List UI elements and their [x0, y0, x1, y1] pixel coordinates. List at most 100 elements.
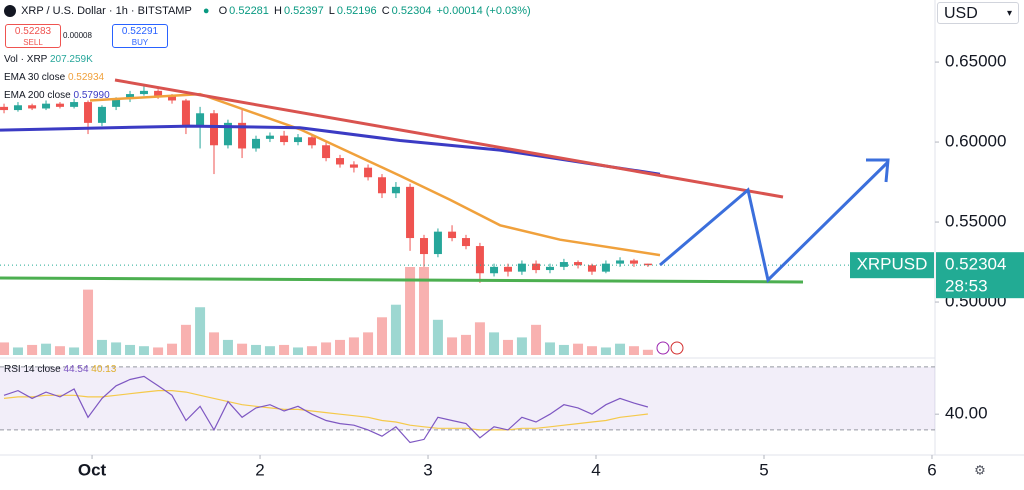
candle-body: [280, 135, 289, 143]
candle-body: [461, 238, 470, 247]
volume-bar: [447, 337, 458, 355]
legend-value: 0.52934: [67, 72, 105, 83]
volume-bar: [69, 347, 80, 355]
candle-body: [433, 231, 442, 255]
volume-bar: [279, 344, 290, 355]
volume-bar: [111, 342, 122, 355]
candle-body: [154, 90, 163, 96]
volume-bar: [376, 317, 387, 355]
rsi-line: [3, 375, 649, 444]
x-tick-label: 5: [759, 460, 768, 479]
volume-bar: [251, 344, 262, 355]
candle-body: [252, 138, 261, 149]
legend-value: 40.13: [91, 364, 117, 375]
candle-body: [42, 103, 51, 109]
dropdown-arrow: ▾: [1006, 8, 1012, 19]
volume-bar: [628, 346, 639, 355]
volume-bar: [390, 304, 401, 355]
candle-body: [377, 177, 386, 194]
volume-bar: [489, 332, 500, 355]
volume-bar: [237, 343, 248, 355]
candle-body: [28, 105, 37, 109]
candle-body: [419, 238, 428, 255]
rsi-legend: RSI 14 close 44.54 40.13: [4, 364, 116, 375]
candle-body: [210, 113, 219, 146]
sell-button[interactable]: 0.52283 SELL: [5, 24, 61, 48]
candle-body: [181, 100, 190, 127]
legend-name: EMA 200 close: [4, 90, 71, 101]
volume-bar: [264, 346, 275, 355]
rsi-tick-label: 40.00: [945, 404, 988, 423]
candle-body: [307, 137, 316, 146]
y-tick-label: 0.60000: [945, 132, 1006, 151]
buy-price: 0.52291: [121, 26, 159, 37]
volume-bar: [41, 343, 52, 355]
spread: 0.00008: [63, 31, 92, 40]
candle-body: [532, 263, 541, 271]
candle-body: [84, 102, 93, 123]
volume-bar: [573, 343, 584, 355]
legend-value: 44.54: [63, 364, 89, 375]
volume-bar: [544, 342, 555, 355]
y-tick-label: 0.65000: [945, 52, 1006, 71]
candle-body: [349, 164, 358, 168]
drawings: [0, 78, 890, 355]
rsi-ma-line: [3, 390, 648, 431]
x-tick-label: 4: [591, 460, 600, 479]
rsi-band: [0, 366, 935, 430]
symbol-icon: [4, 5, 16, 18]
x-tick-label: 2: [255, 460, 264, 479]
legend-name: RSI 14 close: [4, 364, 61, 375]
ohlc-label: H: [273, 5, 282, 17]
volume-bar: [335, 339, 345, 355]
symbol-line: XRP / U.S. Dollar · 1h · BITSTAMP ● O 0.5…: [4, 5, 533, 18]
volume-bar: [405, 267, 416, 355]
volume-bar: [96, 339, 107, 355]
candle-body: [223, 122, 232, 146]
volume-bar: [642, 349, 653, 355]
y-tick-label: 0.55000: [945, 212, 1006, 231]
volume-bar: [209, 332, 220, 355]
ema-line: [89, 92, 661, 257]
candle-body: [139, 90, 148, 95]
candle-body: [97, 106, 106, 123]
candle-body: [168, 95, 177, 101]
volume-bar: [125, 344, 136, 355]
projection-arrowhead: [866, 158, 890, 183]
ohlc-label: L: [328, 5, 335, 17]
ohlc-value: 0.52397: [283, 5, 324, 17]
candle-body: [490, 266, 499, 274]
volume-bar: [531, 324, 542, 355]
candle-body: [336, 158, 344, 165]
candle-body: [503, 266, 512, 272]
volume-bar: [348, 337, 359, 355]
legend-name: EMA 30 close: [4, 72, 66, 83]
candle-body: [601, 263, 610, 272]
volume-bar: [558, 344, 569, 355]
candle-body: [13, 105, 22, 111]
symbol-tag: [850, 252, 934, 279]
candle-body: [448, 231, 457, 239]
candle-body: [265, 135, 274, 139]
buy-button[interactable]: 0.52291 BUY: [112, 24, 168, 48]
candle-body: [629, 260, 638, 264]
volume-bar: [293, 347, 304, 355]
symbol: XRP / U.S. Dollar · 1h · BITSTAMP: [21, 5, 192, 17]
volume-bar: [502, 339, 513, 355]
candle-body: [587, 265, 596, 272]
volume-bar: [460, 334, 471, 355]
x-tick-label: Oct: [78, 460, 107, 479]
buy-label: BUY: [131, 38, 149, 47]
candle-body: [294, 137, 303, 143]
ohlc-label: O: [218, 5, 228, 17]
price-tag-label: 0.52304: [945, 255, 1006, 274]
candle-body: [196, 113, 205, 127]
currency-select[interactable]: USD ▾: [937, 2, 1019, 24]
candle-body: [406, 186, 415, 239]
candle-body: [126, 94, 135, 99]
candle-body: [364, 167, 373, 178]
volume-bar: [306, 346, 317, 355]
sell-price: 0.52283: [14, 26, 52, 37]
ohlc-label: C: [381, 5, 390, 17]
